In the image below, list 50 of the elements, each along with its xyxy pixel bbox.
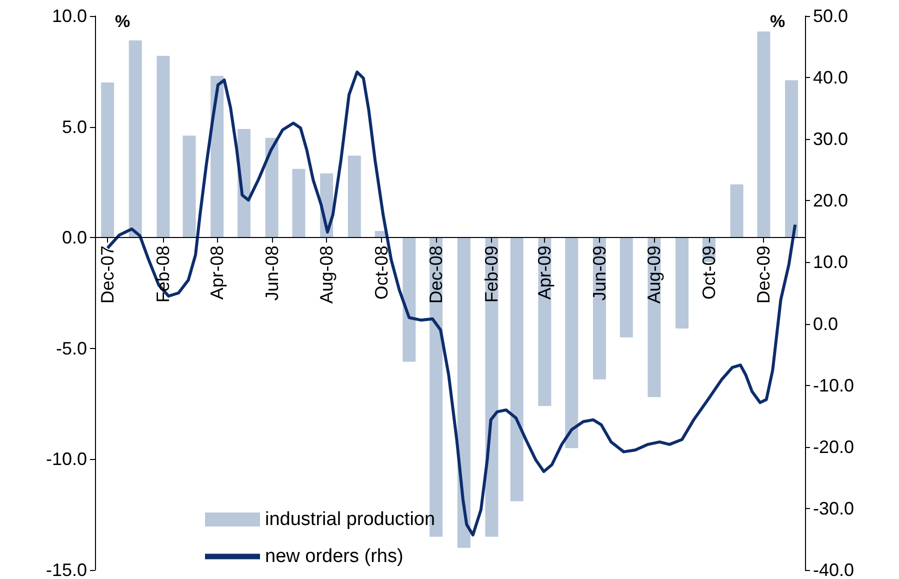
- y-tick-label: -5.0: [56, 338, 87, 358]
- y2-tick-label: 20.0: [813, 190, 848, 211]
- bar: [402, 238, 416, 362]
- bar: [785, 80, 798, 238]
- x-tick-label: Apr-09: [534, 246, 555, 300]
- bar: [101, 82, 114, 238]
- bar: [156, 56, 170, 238]
- x-tick-label: Aug-08: [316, 246, 337, 304]
- bar: [510, 238, 524, 502]
- y-tick-label: -10.0: [46, 449, 87, 470]
- legend-label: new orders (rhs): [265, 546, 404, 567]
- bar: [757, 32, 770, 238]
- bar: [128, 40, 142, 238]
- x-tick-label: Aug-09: [644, 246, 664, 304]
- x-tick-label: Feb-09: [482, 246, 502, 303]
- y-tick-label: -15.0: [46, 560, 87, 579]
- y-tick-label: 10.0: [52, 6, 87, 26]
- y2-tick-label: -10.0: [813, 375, 854, 396]
- y2-tick-label: -30.0: [813, 498, 854, 518]
- bar: [210, 76, 224, 238]
- bar: [676, 238, 689, 328]
- y2-tick-label: -20.0: [813, 436, 854, 457]
- y2-tick-label: 30.0: [813, 129, 848, 150]
- y2-tick-label: 0.0: [813, 314, 838, 334]
- bar: [565, 238, 578, 448]
- legend-label: industrial production: [265, 509, 436, 530]
- x-tick-label: Oct-08: [371, 246, 392, 300]
- x-tick-label: Dec-07: [98, 246, 118, 304]
- y-tick-label: 0.0: [62, 228, 87, 248]
- x-tick-label: Jun-09: [589, 246, 610, 301]
- y2-tick-label: 40.0: [813, 68, 848, 88]
- x-tick-label: Dec-09: [754, 246, 774, 304]
- y-tick-label: 5.0: [62, 116, 87, 137]
- y2-tick-label: 10.0: [813, 252, 848, 272]
- bar: [730, 184, 744, 238]
- y2-tick-label: 50.0: [813, 6, 848, 26]
- y2-tick-label: -40.0: [813, 560, 854, 579]
- y2-axis-title: %: [770, 12, 786, 31]
- x-tick-label: Feb-08: [153, 246, 174, 303]
- x-tick-label: Oct-09: [698, 246, 719, 300]
- bar: [348, 156, 361, 238]
- y-axis-title: %: [114, 12, 130, 31]
- bar: [182, 136, 196, 238]
- bar: [265, 138, 278, 238]
- bar: [457, 238, 470, 548]
- bar: [292, 168, 306, 238]
- x-tick-label: Apr-08: [207, 246, 228, 300]
- bar: [620, 238, 633, 338]
- x-tick-label: Jun-08: [262, 246, 282, 301]
- x-tick-label: Dec-08: [426, 246, 446, 304]
